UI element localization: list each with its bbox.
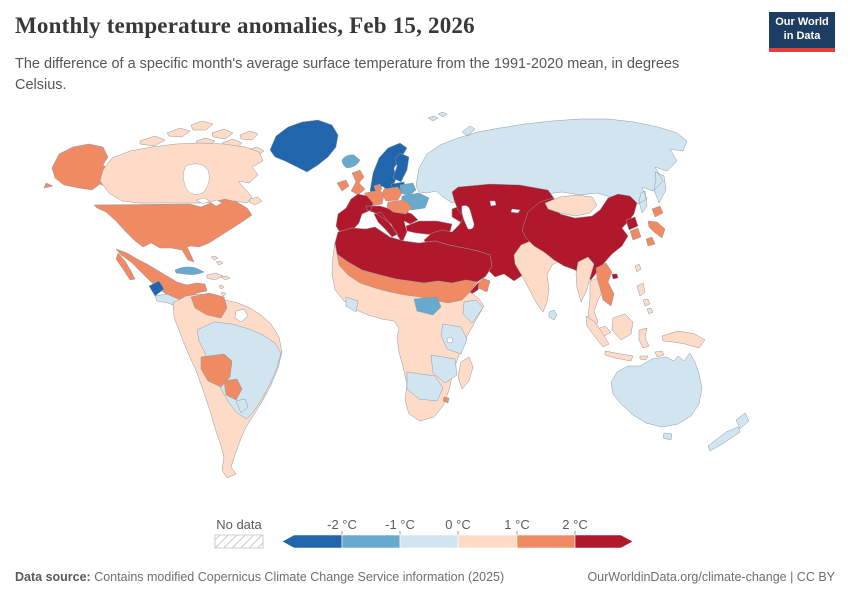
region-somalia[interactable] bbox=[462, 299, 484, 324]
region-north-korea[interactable] bbox=[625, 216, 639, 231]
data-source-note: Data source: Contains modified Copernicu… bbox=[15, 570, 504, 584]
region-guatemala[interactable] bbox=[148, 280, 165, 297]
region-greenland[interactable] bbox=[269, 119, 339, 173]
owid-logo-line2: in Data bbox=[783, 30, 821, 42]
region-poland[interactable] bbox=[381, 186, 403, 202]
page-subtitle: The difference of a specific month's ave… bbox=[15, 56, 680, 94]
legend-tick-label: -1 °C bbox=[385, 517, 415, 532]
region-taiwan[interactable] bbox=[634, 263, 642, 273]
owid-link[interactable]: OurWorldinData.org/climate-change | CC B… bbox=[587, 570, 835, 584]
region-myanmar[interactable] bbox=[575, 256, 595, 303]
region-finland[interactable] bbox=[392, 152, 410, 183]
owid-logo-line1: Our World bbox=[775, 16, 829, 29]
page-title: Monthly temperature anomalies, Feb 15, 2… bbox=[15, 13, 475, 38]
lake-balkhash bbox=[510, 208, 521, 214]
hudson-bay bbox=[183, 163, 210, 195]
region-new-guinea[interactable] bbox=[661, 330, 706, 349]
region-south-korea[interactable] bbox=[629, 227, 642, 241]
no-data-label: No data bbox=[216, 517, 262, 532]
map-legend: No data -2 °C -1 °C 0 °C 1 °C 2 °C bbox=[214, 517, 634, 549]
region-sahel[interactable] bbox=[336, 253, 478, 304]
region-belarus[interactable] bbox=[399, 182, 417, 197]
lake-victoria bbox=[446, 337, 454, 344]
region-zambia-zimbabwe[interactable] bbox=[430, 354, 458, 384]
region-mexico[interactable] bbox=[115, 248, 208, 306]
region-venezuela[interactable] bbox=[190, 292, 228, 319]
legend-bin-2[interactable] bbox=[399, 534, 459, 549]
region-vietnam-laos[interactable] bbox=[595, 262, 615, 307]
region-namibia-botswana[interactable] bbox=[406, 371, 444, 402]
region-east-africa[interactable] bbox=[440, 323, 468, 355]
region-iceland[interactable] bbox=[341, 154, 361, 169]
region-canada[interactable] bbox=[99, 142, 264, 206]
region-cuba[interactable] bbox=[174, 266, 205, 275]
region-indonesia[interactable] bbox=[585, 313, 665, 362]
region-guinea[interactable] bbox=[345, 296, 359, 313]
legend-tick-label: 1 °C bbox=[504, 517, 529, 532]
data-source-label: Data source: bbox=[15, 570, 91, 584]
region-australia[interactable] bbox=[610, 352, 703, 441]
region-eswatini[interactable] bbox=[442, 396, 450, 404]
legend-tick-label: 2 °C bbox=[562, 517, 587, 532]
region-china[interactable] bbox=[521, 193, 638, 281]
region-south-sudan[interactable] bbox=[413, 296, 442, 316]
region-suriname[interactable] bbox=[234, 308, 249, 323]
legend-tick-label: 0 °C bbox=[445, 517, 470, 532]
region-new-zealand[interactable] bbox=[707, 412, 750, 452]
owid-logo[interactable]: Our World in Data bbox=[769, 12, 835, 52]
chart-footer: Data source: Contains modified Copernicu… bbox=[0, 566, 850, 592]
region-southern-europe[interactable] bbox=[335, 193, 419, 246]
region-usa[interactable] bbox=[93, 198, 253, 263]
great-lakes bbox=[195, 197, 223, 207]
legend-bin-0[interactable] bbox=[281, 534, 343, 549]
no-data-swatch[interactable] bbox=[214, 534, 264, 549]
legend-bin-5[interactable] bbox=[574, 534, 634, 549]
region-hainan[interactable] bbox=[611, 273, 619, 280]
legend-bin-1[interactable] bbox=[341, 534, 401, 549]
world-map bbox=[43, 111, 750, 479]
region-philippines[interactable] bbox=[636, 282, 654, 315]
aral-sea bbox=[489, 200, 497, 207]
caspian-sea bbox=[461, 205, 475, 230]
region-uruguay[interactable] bbox=[235, 398, 249, 414]
region-romania-hungary[interactable] bbox=[386, 199, 413, 215]
region-ireland[interactable] bbox=[336, 179, 350, 192]
region-mongolia[interactable] bbox=[544, 194, 598, 217]
region-svalbard[interactable] bbox=[427, 111, 448, 122]
legend-bin-4[interactable] bbox=[516, 534, 576, 549]
region-sri-lanka[interactable] bbox=[548, 309, 558, 321]
region-paraguay[interactable] bbox=[223, 378, 243, 401]
region-caribbean-islands[interactable] bbox=[206, 255, 231, 297]
region-uk[interactable] bbox=[350, 169, 366, 196]
legend-tick-label: -2 °C bbox=[327, 517, 357, 532]
region-japan[interactable] bbox=[645, 205, 666, 247]
legend-bin-3[interactable] bbox=[457, 534, 518, 549]
region-madagascar[interactable] bbox=[457, 356, 474, 390]
data-source-text: Contains modified Copernicus Climate Cha… bbox=[90, 570, 505, 584]
